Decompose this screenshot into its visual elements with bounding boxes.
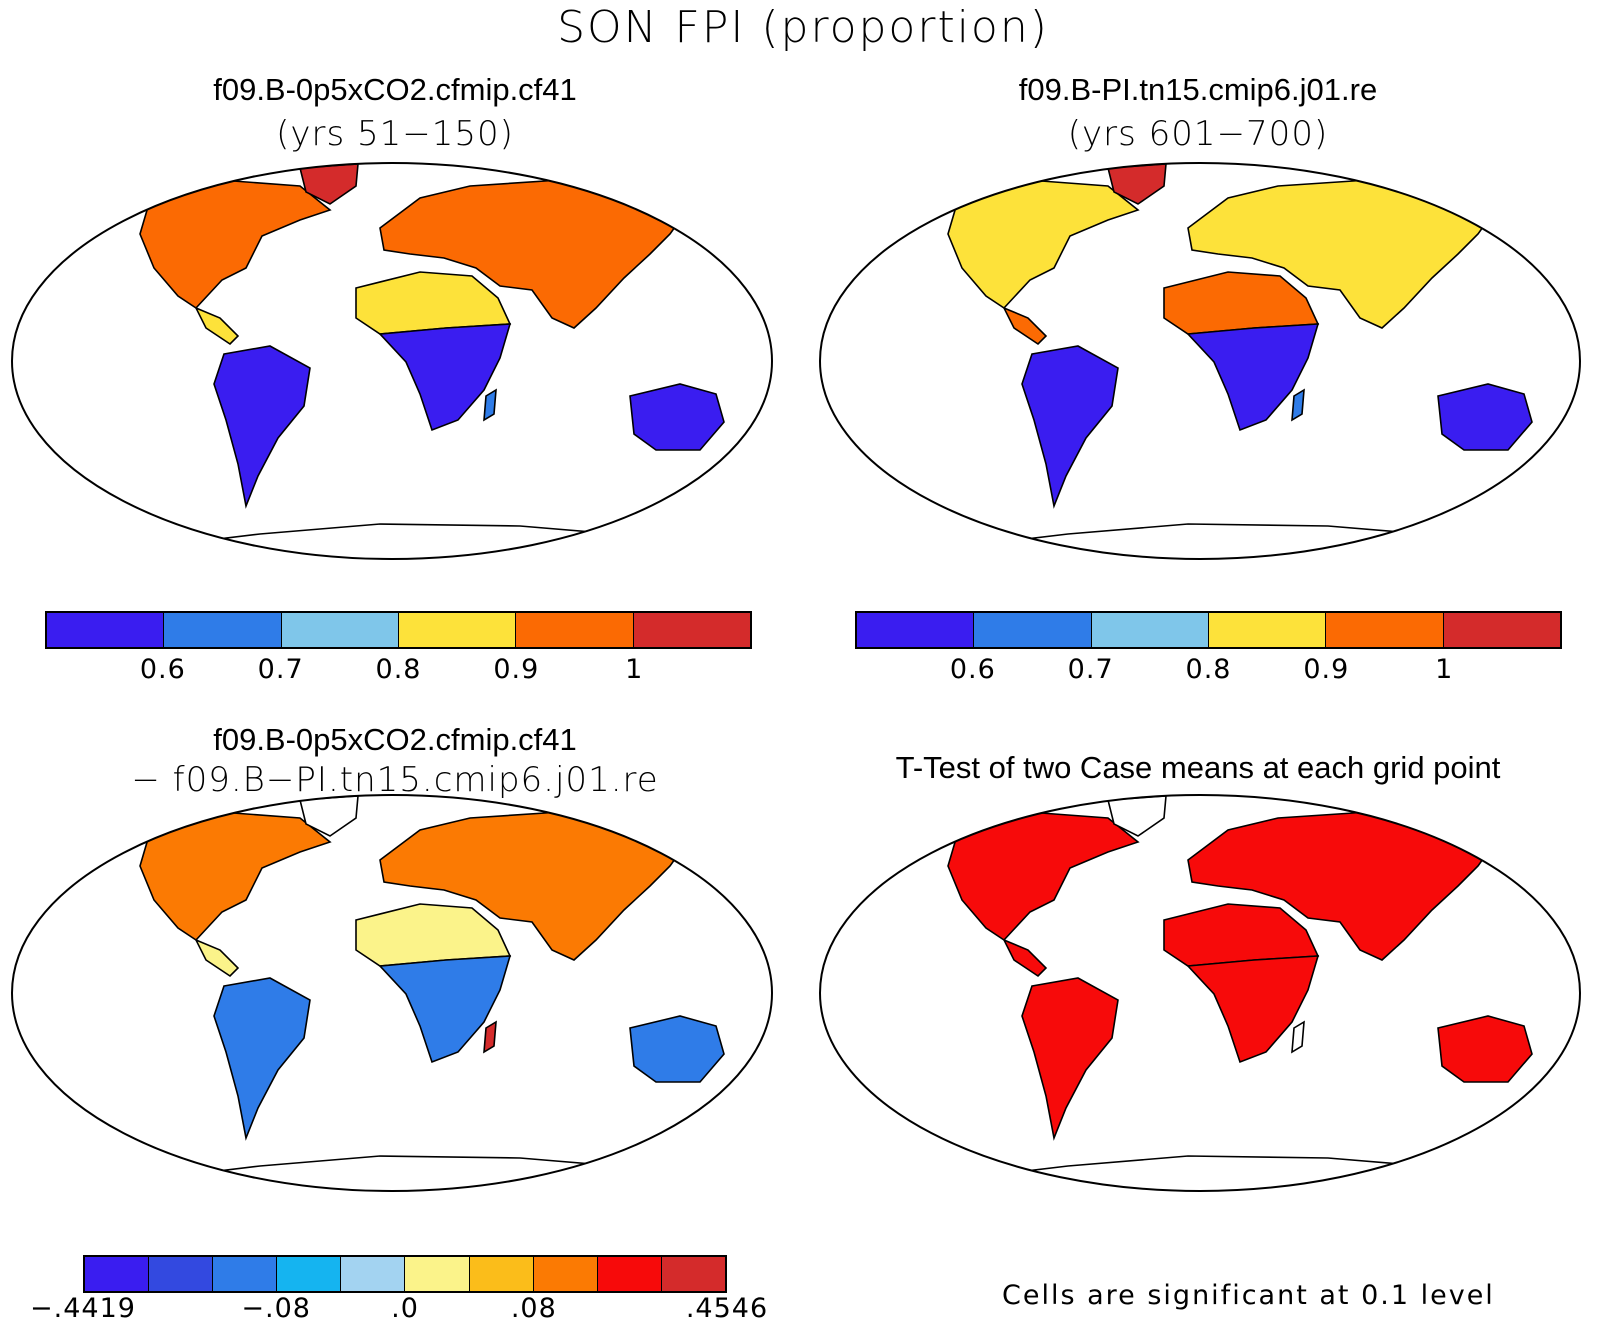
landmass-centralAmerica [194, 938, 240, 978]
colorbar-tick-label: 0.6 [139, 654, 186, 685]
colorbar-swatch [597, 1257, 662, 1291]
map-border [11, 794, 773, 1192]
panel2-subtitle: (yrs 601−700) [1067, 114, 1329, 154]
colorbar-tick-label: 0.7 [1067, 654, 1114, 685]
colorbar-swatch [516, 613, 634, 647]
landmass-centralAmerica [194, 306, 240, 346]
colorbar-swatch [85, 1257, 150, 1291]
map-border [819, 162, 1581, 560]
colorbar-swatch [1326, 613, 1444, 647]
colorbar-swatch [164, 613, 282, 647]
colorbar-tick-label: 0.7 [257, 654, 304, 685]
colorbar-swatch [633, 613, 750, 647]
colorbar-tick-label: .0 [391, 1293, 419, 1324]
colorbar-swatch [398, 613, 517, 647]
colorbar-tick-label: −.4419 [30, 1293, 136, 1324]
colorbar-ticks-panel-3: −.4419 −.08 .0 .08 .4546 [30, 1293, 767, 1327]
colorbar-swatch [281, 613, 399, 647]
map-panel-4 [819, 794, 1581, 1192]
colorbar-swatch [405, 1257, 470, 1291]
colorbar-swatch [1091, 613, 1209, 647]
landmass-australia [1437, 383, 1533, 451]
colorbar-swatch [149, 1257, 214, 1291]
landmass-centralAmerica [1002, 306, 1048, 346]
map-panel-2 [819, 162, 1581, 560]
landmass-africaSouth [378, 955, 512, 1064]
landmass-centralAmerica [1002, 938, 1048, 978]
landmass-australia [629, 1015, 725, 1083]
landmass-southAmerica [213, 345, 311, 509]
colorbar-tick-label: 0.6 [949, 654, 996, 685]
landmass-madagascar [1291, 388, 1305, 422]
colorbar-swatch [661, 1257, 725, 1291]
colorbar-tick-label: 1 [625, 654, 644, 685]
landmass-southAmerica [213, 977, 311, 1141]
colorbar-swatch [277, 1257, 342, 1291]
colorbar-panel-2 [855, 611, 1562, 649]
colorbar-swatch [47, 613, 165, 647]
colorbar-ticks-panel-1: 0.6 0.7 0.8 0.9 1 [45, 654, 752, 688]
colorbar-tick-label: .08 [510, 1293, 557, 1324]
map-panel-3 [11, 794, 773, 1192]
map-border [11, 162, 773, 560]
colorbar-tick-label: −.08 [241, 1293, 311, 1324]
colorbar-tick-label: 0.8 [1185, 654, 1232, 685]
landmass-australia [1437, 1015, 1533, 1083]
landmass-northAmerica [947, 811, 1140, 942]
panel3-title: f09.B-0p5xCO2.cfmip.cf41 [213, 722, 577, 757]
colorbar-swatch [533, 1257, 598, 1291]
landmass-northAmerica [947, 179, 1140, 310]
landmass-africaSouth [378, 323, 512, 432]
colorbar-tick-label: 0.9 [493, 654, 540, 685]
landmass-northAmerica [139, 179, 332, 310]
colorbar-tick-label: 0.8 [375, 654, 422, 685]
colorbar-swatch [1208, 613, 1327, 647]
colorbar-panel-3 [83, 1255, 727, 1293]
landmass-northAmerica [139, 811, 332, 942]
landmass-madagascar [483, 388, 497, 422]
colorbar-ticks-panel-2: 0.6 0.7 0.8 0.9 1 [855, 654, 1562, 688]
colorbar-swatch [469, 1257, 534, 1291]
landmass-madagascar [1291, 1020, 1305, 1054]
ttest-note: Cells are significant at 0.1 level [1002, 1280, 1495, 1311]
colorbar-tick-label: 1 [1435, 654, 1454, 685]
colorbar-swatch [1443, 613, 1560, 647]
landmass-southAmerica [1021, 345, 1119, 509]
panel1-subtitle: (yrs 51−150) [276, 114, 514, 154]
panel3-subtitle: − f09.B−PI.tn15.cmip6.j01.re [131, 760, 659, 800]
figure-title: SON FPI (proportion) [557, 2, 1049, 53]
colorbar-swatch [341, 1257, 406, 1291]
landmass-australia [629, 383, 725, 451]
landmass-madagascar [483, 1020, 497, 1054]
landmass-africaSouth [1186, 323, 1320, 432]
map-border [819, 794, 1581, 1192]
landmass-southAmerica [1021, 977, 1119, 1141]
colorbar-tick-label: 0.9 [1303, 654, 1350, 685]
colorbar-panel-1 [45, 611, 752, 649]
map-panel-1 [11, 162, 773, 560]
colorbar-swatch [974, 613, 1092, 647]
colorbar-swatch [857, 613, 975, 647]
panel1-title: f09.B-0p5xCO2.cfmip.cf41 [213, 72, 577, 107]
panel2-title: f09.B-PI.tn15.cmip6.j01.re [1018, 72, 1378, 107]
landmass-africaSouth [1186, 955, 1320, 1064]
colorbar-swatch [213, 1257, 278, 1291]
colorbar-tick-label: .4546 [685, 1293, 769, 1324]
panel4-title: T-Test of two Case means at each grid po… [895, 750, 1501, 785]
